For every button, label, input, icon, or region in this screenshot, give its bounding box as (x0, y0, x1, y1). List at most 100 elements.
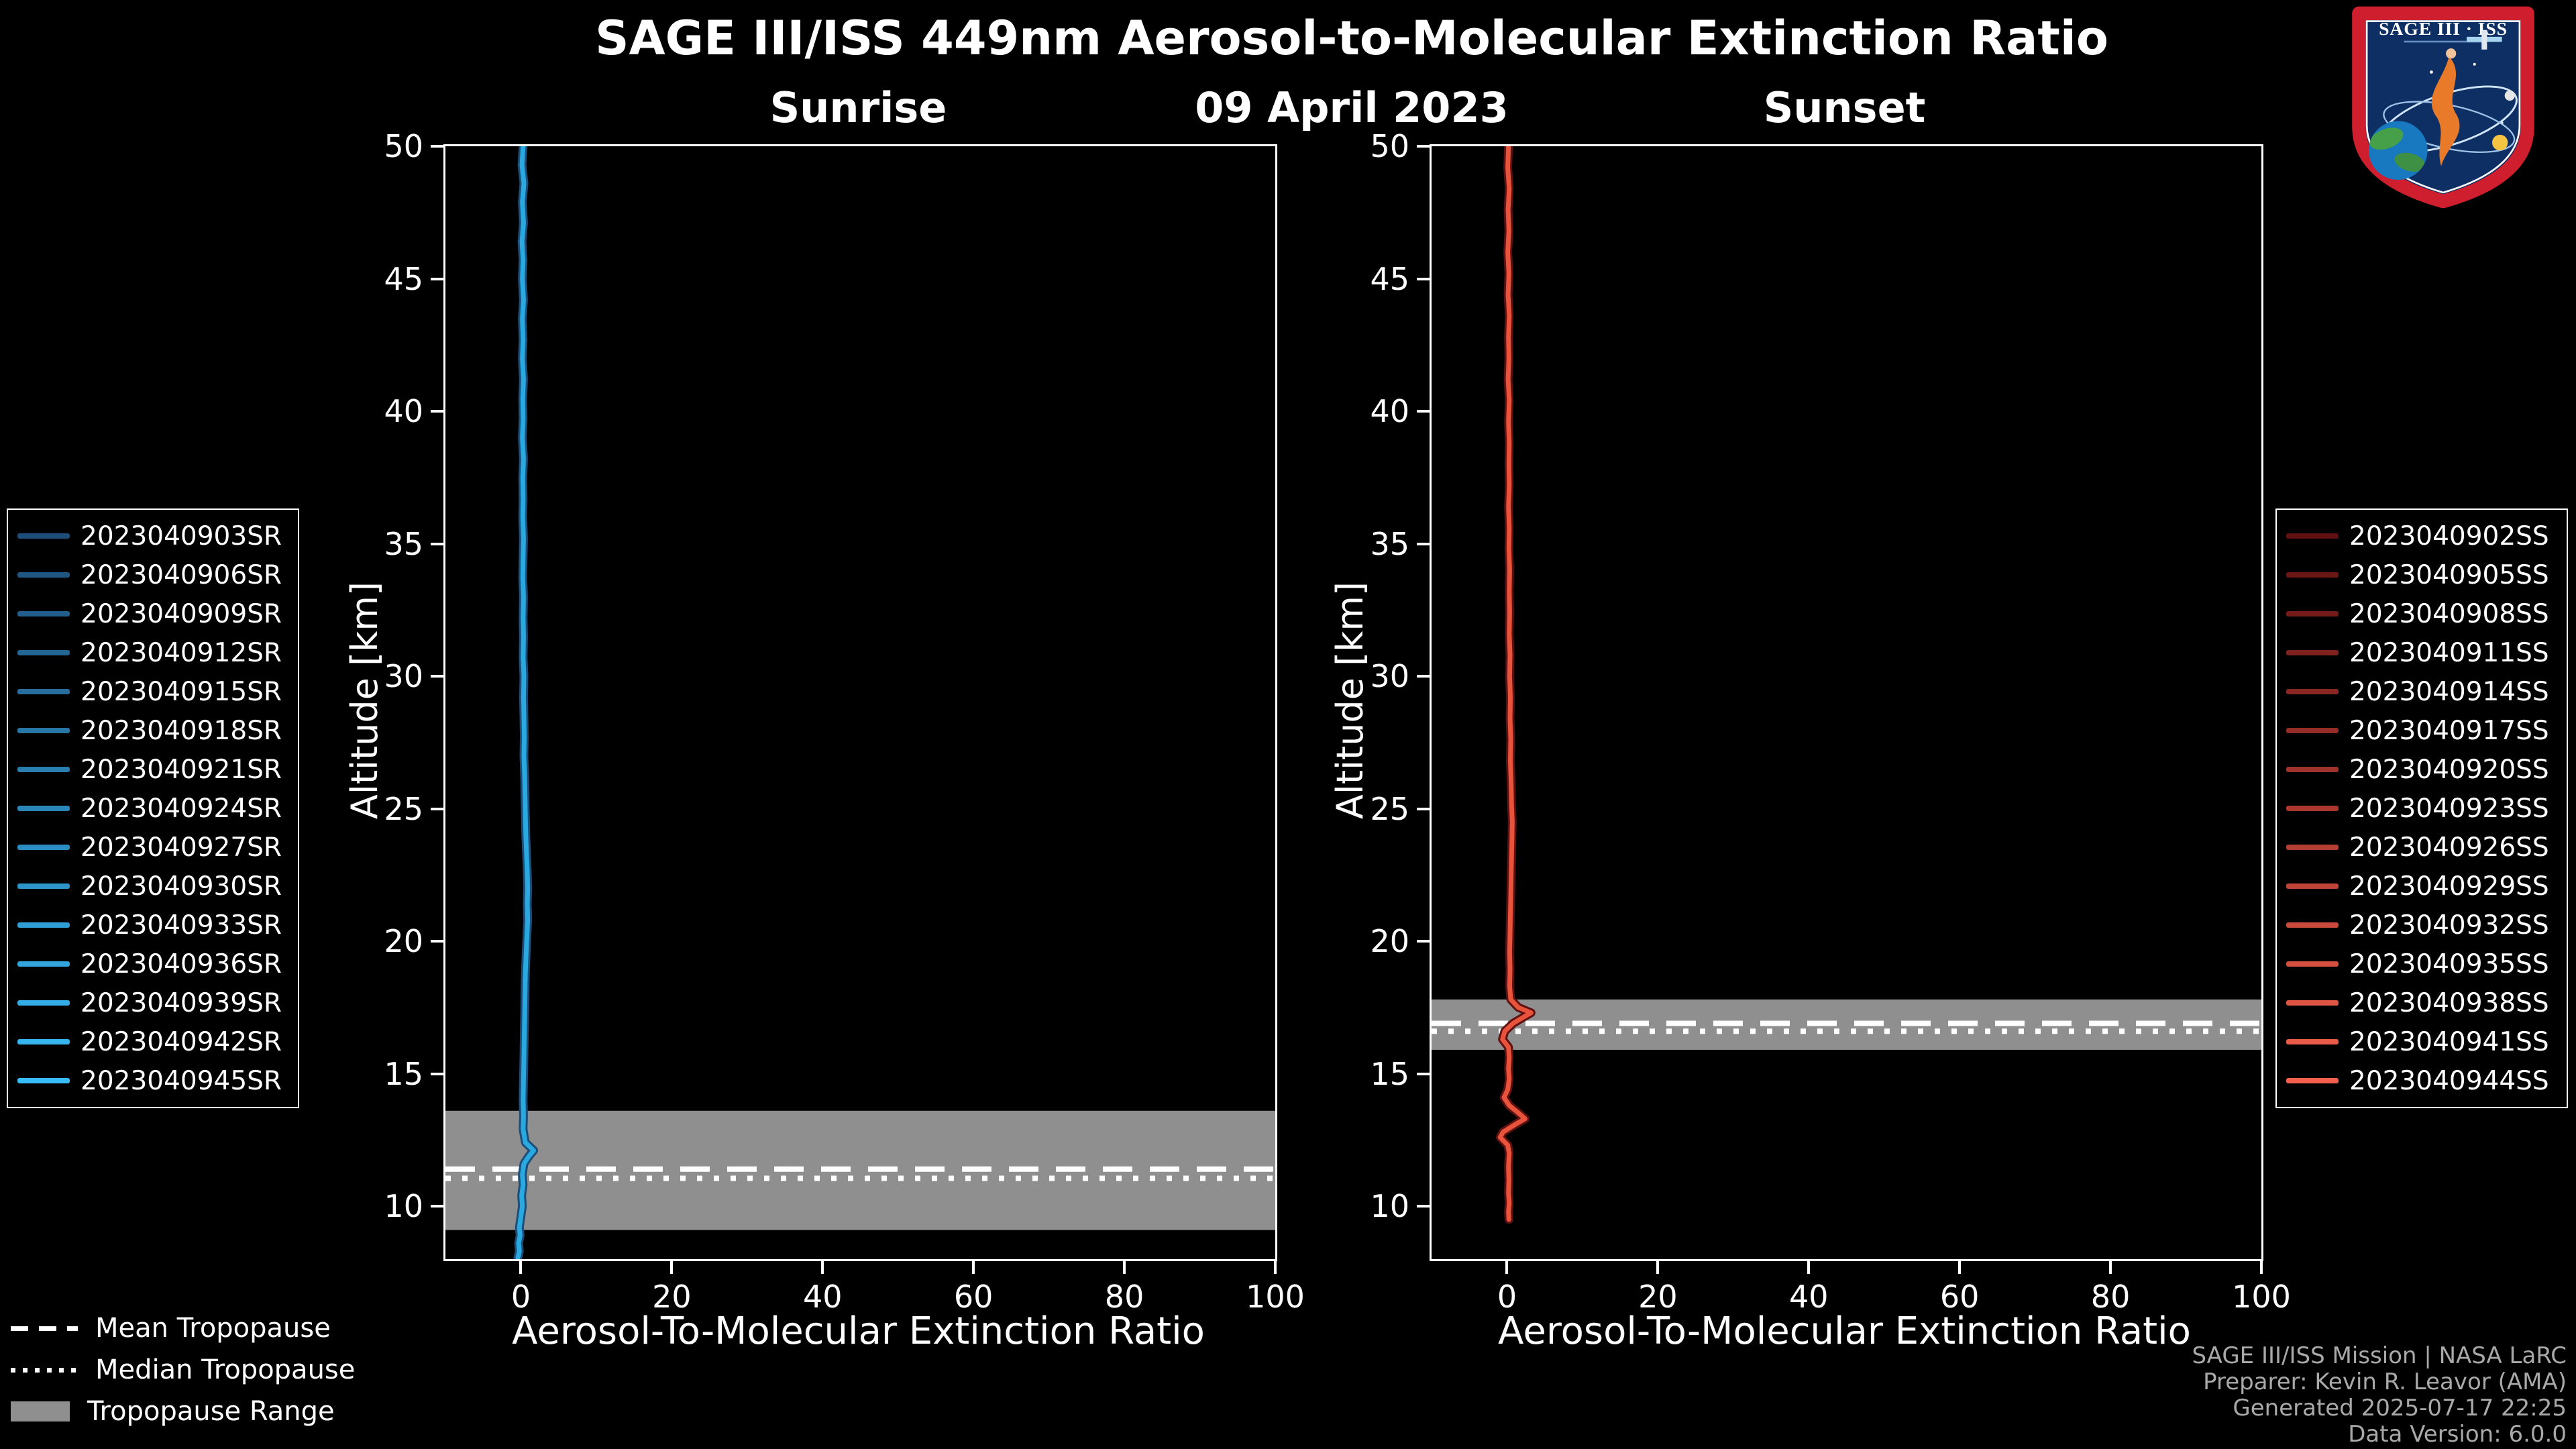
y-tick-label: 40 (384, 393, 423, 429)
legend-item-label: 2023040905SS (2349, 559, 2549, 590)
legend-item: 2023040905SS (2286, 555, 2557, 594)
y-tick-label: 45 (384, 260, 423, 297)
profile-line (515, 146, 537, 1259)
profile-line-outline (1495, 146, 1536, 1224)
y-tick-mark (1417, 807, 1430, 810)
x-tick-mark (1958, 1261, 1962, 1274)
x-tick-label: 100 (2232, 1279, 2291, 1315)
x-tick-label: 60 (953, 1279, 994, 1315)
y-tick-label: 50 (1370, 128, 1409, 164)
legend-item-label: 2023040908SS (2349, 598, 2549, 629)
legend-item: 2023040933SR (17, 906, 288, 945)
x-tick-label: 40 (1788, 1279, 1829, 1315)
legend-item: 2023040918SR (17, 711, 288, 750)
attribution-mission: SAGE III/ISS Mission | NASA LaRC (2192, 1342, 2567, 1369)
legend-item: 2023040914SS (2286, 672, 2557, 711)
planet-icon (2492, 134, 2508, 151)
y-tick-mark (1417, 145, 1430, 148)
figure-head-icon (2446, 48, 2457, 59)
x-axis-label-sunrise: Aerosol-To-Molecular Extinction Ratio (512, 1309, 1205, 1353)
x-tick-label: 0 (511, 1279, 531, 1315)
y-tick-label: 50 (384, 128, 423, 164)
legend-item-label: 2023040912SR (80, 637, 282, 668)
sunset-panel-title: Sunset (1763, 83, 1926, 132)
profile-line (1497, 146, 1534, 1222)
legend-line-swatch (2286, 883, 2339, 889)
legend-item: 2023040908SS (2286, 594, 2557, 633)
sunset-plot (1430, 144, 2263, 1261)
y-tick-label: 45 (1370, 260, 1409, 297)
iss-icon (2467, 30, 2502, 50)
legend-line-swatch (17, 922, 70, 928)
y-tick-mark (1417, 410, 1430, 413)
legend-item-label: 2023040926SS (2349, 832, 2549, 863)
median-tropopause-label: Median Tropopause (95, 1354, 356, 1385)
legend-item: 2023040941SS (2286, 1022, 2557, 1061)
x-tick-label: 0 (1497, 1279, 1517, 1315)
logo-subtitle-line (2404, 40, 2483, 43)
legend-item: 2023040930SR (17, 867, 288, 906)
legend-item-label: 2023040935SS (2349, 949, 2549, 979)
legend-item: 2023040936SR (17, 945, 288, 983)
legend-item-label: 2023040939SR (80, 987, 282, 1018)
sunrise-event-legend: 2023040903SR 2023040906SR 2023040909SR 2023… (7, 508, 299, 1108)
legend-item: 2023040935SS (2286, 945, 2557, 983)
page-title: SAGE III/ISS 449nm Aerosol-to-Molecular … (595, 11, 2108, 66)
earth-landmass-icon (2369, 127, 2426, 172)
legend-item-label: 2023040945SR (80, 1065, 282, 1096)
legend-item: 2023040942SR (17, 1022, 288, 1061)
legend-line-swatch (17, 533, 70, 539)
moon-icon (2504, 90, 2515, 101)
star-icon (2430, 70, 2433, 74)
legend-item-label: 2023040944SS (2349, 1065, 2549, 1096)
star-icon (2473, 62, 2476, 66)
legend-item-label: 2023040936SR (80, 949, 282, 979)
y-tick-mark (431, 277, 443, 280)
y-tick-mark (1417, 1072, 1430, 1075)
legend-item-label: 2023040920SS (2349, 754, 2549, 785)
legend-item-label: 2023040917SS (2349, 715, 2549, 746)
y-tick-mark (1417, 277, 1430, 280)
legend-line-swatch (2286, 845, 2339, 850)
y-tick-label: 35 (1370, 525, 1409, 562)
sunrise-plot-canvas (445, 146, 1275, 1259)
legend-item: 2023040917SS (2286, 711, 2557, 750)
legend-item-label: 2023040930SR (80, 871, 282, 902)
legend-line-swatch (2286, 650, 2339, 655)
legend-item-label: 2023040927SR (80, 832, 282, 863)
x-tick-label: 20 (1638, 1279, 1678, 1315)
y-tick-label: 35 (384, 525, 423, 562)
dashed-line-swatch (11, 1326, 78, 1331)
tropopause-range-legend-item: Tropopause Range (11, 1394, 355, 1429)
y-tick-label: 15 (384, 1055, 423, 1092)
attribution-generated: Generated 2025-07-17 22:25 (2233, 1395, 2567, 1421)
legend-line-swatch (2286, 1039, 2339, 1044)
legend-item-label: 2023040933SR (80, 910, 282, 941)
x-tick-mark (821, 1261, 824, 1274)
legend-item: 2023040915SR (17, 672, 288, 711)
legend-line-swatch (17, 572, 70, 578)
legend-line-swatch (2286, 728, 2339, 733)
legend-line-swatch (2286, 689, 2339, 694)
attribution-version: Data Version: 6.0.0 (2348, 1421, 2567, 1448)
legend-line-swatch (17, 1039, 70, 1044)
legend-item: 2023040906SR (17, 555, 288, 594)
x-tick-mark (670, 1261, 674, 1274)
logo-title: SAGE III · ISS (2379, 19, 2508, 40)
sage3-iss-logo: SAGE III · ISS (2352, 6, 2534, 209)
legend-item-label: 2023040902SS (2349, 521, 2549, 551)
tropopause-legend: Mean Tropopause Median Tropopause Tropop… (11, 1311, 355, 1436)
legend-item-label: 2023040909SR (80, 598, 282, 629)
x-tick-mark (519, 1261, 523, 1274)
legend-line-swatch (17, 767, 70, 772)
legend-line-swatch (17, 728, 70, 733)
y-tick-mark (1417, 1205, 1430, 1208)
y-tick-label: 10 (1370, 1188, 1409, 1224)
y-tick-mark (1417, 940, 1430, 943)
legend-line-swatch (2286, 922, 2339, 928)
x-tick-label: 80 (2090, 1279, 2131, 1315)
y-tick-mark (431, 940, 443, 943)
legend-line-swatch (17, 611, 70, 616)
dotted-line-swatch (11, 1367, 78, 1373)
mean-tropopause-legend-item: Mean Tropopause (11, 1311, 355, 1346)
